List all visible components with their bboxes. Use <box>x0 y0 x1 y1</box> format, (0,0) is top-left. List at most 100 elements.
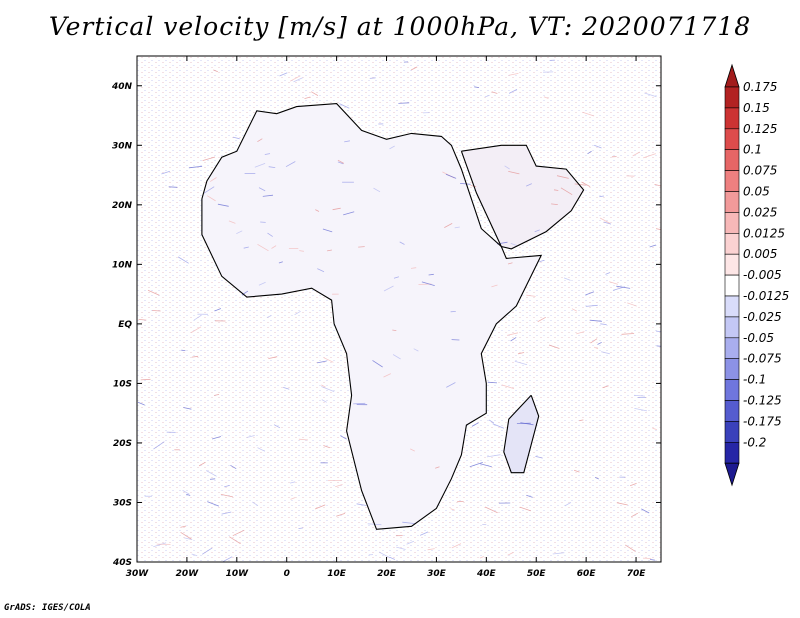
field-streak <box>137 401 145 406</box>
field-streak <box>460 183 471 185</box>
field-streak <box>504 165 510 170</box>
field-streak <box>138 319 147 321</box>
field-streak <box>267 232 273 237</box>
field-streak <box>508 171 520 175</box>
coastlines <box>201 103 585 530</box>
colorbar-label: -0.075 <box>743 352 782 366</box>
field-streak <box>147 289 160 296</box>
field-streak <box>191 553 198 557</box>
colorbar-swatch <box>724 191 740 213</box>
field-streak <box>257 447 266 452</box>
field-streak <box>649 559 655 561</box>
field-streak <box>444 223 453 228</box>
field-streak <box>616 502 628 506</box>
lon-tick-label: 30E <box>427 569 447 579</box>
field-streak <box>633 394 645 397</box>
field-streak <box>343 211 355 216</box>
lon-tick-label: 40E <box>476 569 497 579</box>
colorbar-swatch <box>724 421 740 443</box>
colorbar-label: 0.05 <box>743 185 770 199</box>
field-streak <box>152 310 161 312</box>
field-streak <box>427 548 435 551</box>
lat-tick-label: 20S <box>113 439 132 449</box>
field-streak <box>321 399 327 403</box>
field-streak <box>224 485 230 488</box>
field-streak <box>389 145 395 150</box>
field-streak <box>369 77 376 79</box>
field-streak <box>201 547 213 555</box>
field-streak <box>180 531 192 540</box>
field-streak <box>392 354 401 360</box>
field-streak <box>551 203 558 205</box>
field-streak <box>315 209 320 212</box>
field-streak <box>454 226 460 229</box>
field-streak <box>232 136 240 140</box>
lat-tick-label: 10N <box>112 260 133 270</box>
lon-tick-label: 20E <box>377 569 397 579</box>
colorbar-top-arrow <box>724 63 740 88</box>
field-streak <box>451 543 462 549</box>
field-streak <box>548 344 560 349</box>
field-streak <box>220 494 233 498</box>
field-streak <box>229 536 241 545</box>
field-streak <box>410 267 417 269</box>
colorbar-label: 0.175 <box>743 80 777 94</box>
field-streak <box>526 183 532 187</box>
field-streak <box>186 493 191 496</box>
field-streak <box>410 448 415 452</box>
field-streak <box>211 436 222 440</box>
field-streak <box>373 187 381 193</box>
field-streak <box>506 332 519 336</box>
colorbar-swatch <box>724 149 740 171</box>
field-streak <box>599 195 604 198</box>
field-streak <box>421 281 435 286</box>
plot-frame <box>136 55 662 563</box>
field-streak <box>398 102 410 104</box>
lon-tick-label: 10E <box>327 569 347 579</box>
arabia-land <box>461 145 584 249</box>
colorbar-label: -0.005 <box>743 268 782 282</box>
field-streak <box>526 294 536 297</box>
field-streak <box>446 382 456 388</box>
field-streak <box>304 96 311 99</box>
colorbar-swatch <box>724 441 740 464</box>
colorbar-label: -0.1 <box>743 373 766 387</box>
field-streak <box>514 360 528 366</box>
field-streak <box>206 470 217 477</box>
field-streak <box>246 435 255 438</box>
field-streak <box>298 438 309 441</box>
lon-tick-label: 60E <box>577 569 597 579</box>
field-streak <box>273 424 281 429</box>
field-streak <box>317 360 327 364</box>
colorbar-bottom-arrow <box>724 462 740 487</box>
colorbar-swatch <box>724 274 740 297</box>
field-streak <box>278 261 283 264</box>
colorbar-label: -0.175 <box>743 414 782 428</box>
field-streak <box>184 537 193 540</box>
field-streak <box>656 345 661 347</box>
field-streak <box>161 170 171 175</box>
arabia-coastline <box>460 144 585 250</box>
colorbar-swatch <box>724 337 740 359</box>
field-streak <box>579 419 584 422</box>
field-streak <box>594 144 602 149</box>
field-streak <box>252 501 259 507</box>
field-streak <box>177 256 189 264</box>
field-streak <box>327 249 332 252</box>
field-streak <box>594 477 599 480</box>
field-streak <box>470 185 477 188</box>
field-streak <box>299 250 304 252</box>
colorbar-label: -0.0125 <box>743 289 789 303</box>
field-streak <box>258 187 266 192</box>
madagascar-land <box>503 395 539 473</box>
field-streak <box>335 484 343 488</box>
field-streak <box>317 268 325 273</box>
field-streak <box>321 384 326 388</box>
field-streak <box>629 482 637 487</box>
field-streak <box>576 331 585 335</box>
field-streak <box>332 207 341 211</box>
field-streak <box>213 69 218 73</box>
field-streak <box>356 503 367 506</box>
field-streak <box>209 478 216 480</box>
field-streak <box>372 360 383 368</box>
